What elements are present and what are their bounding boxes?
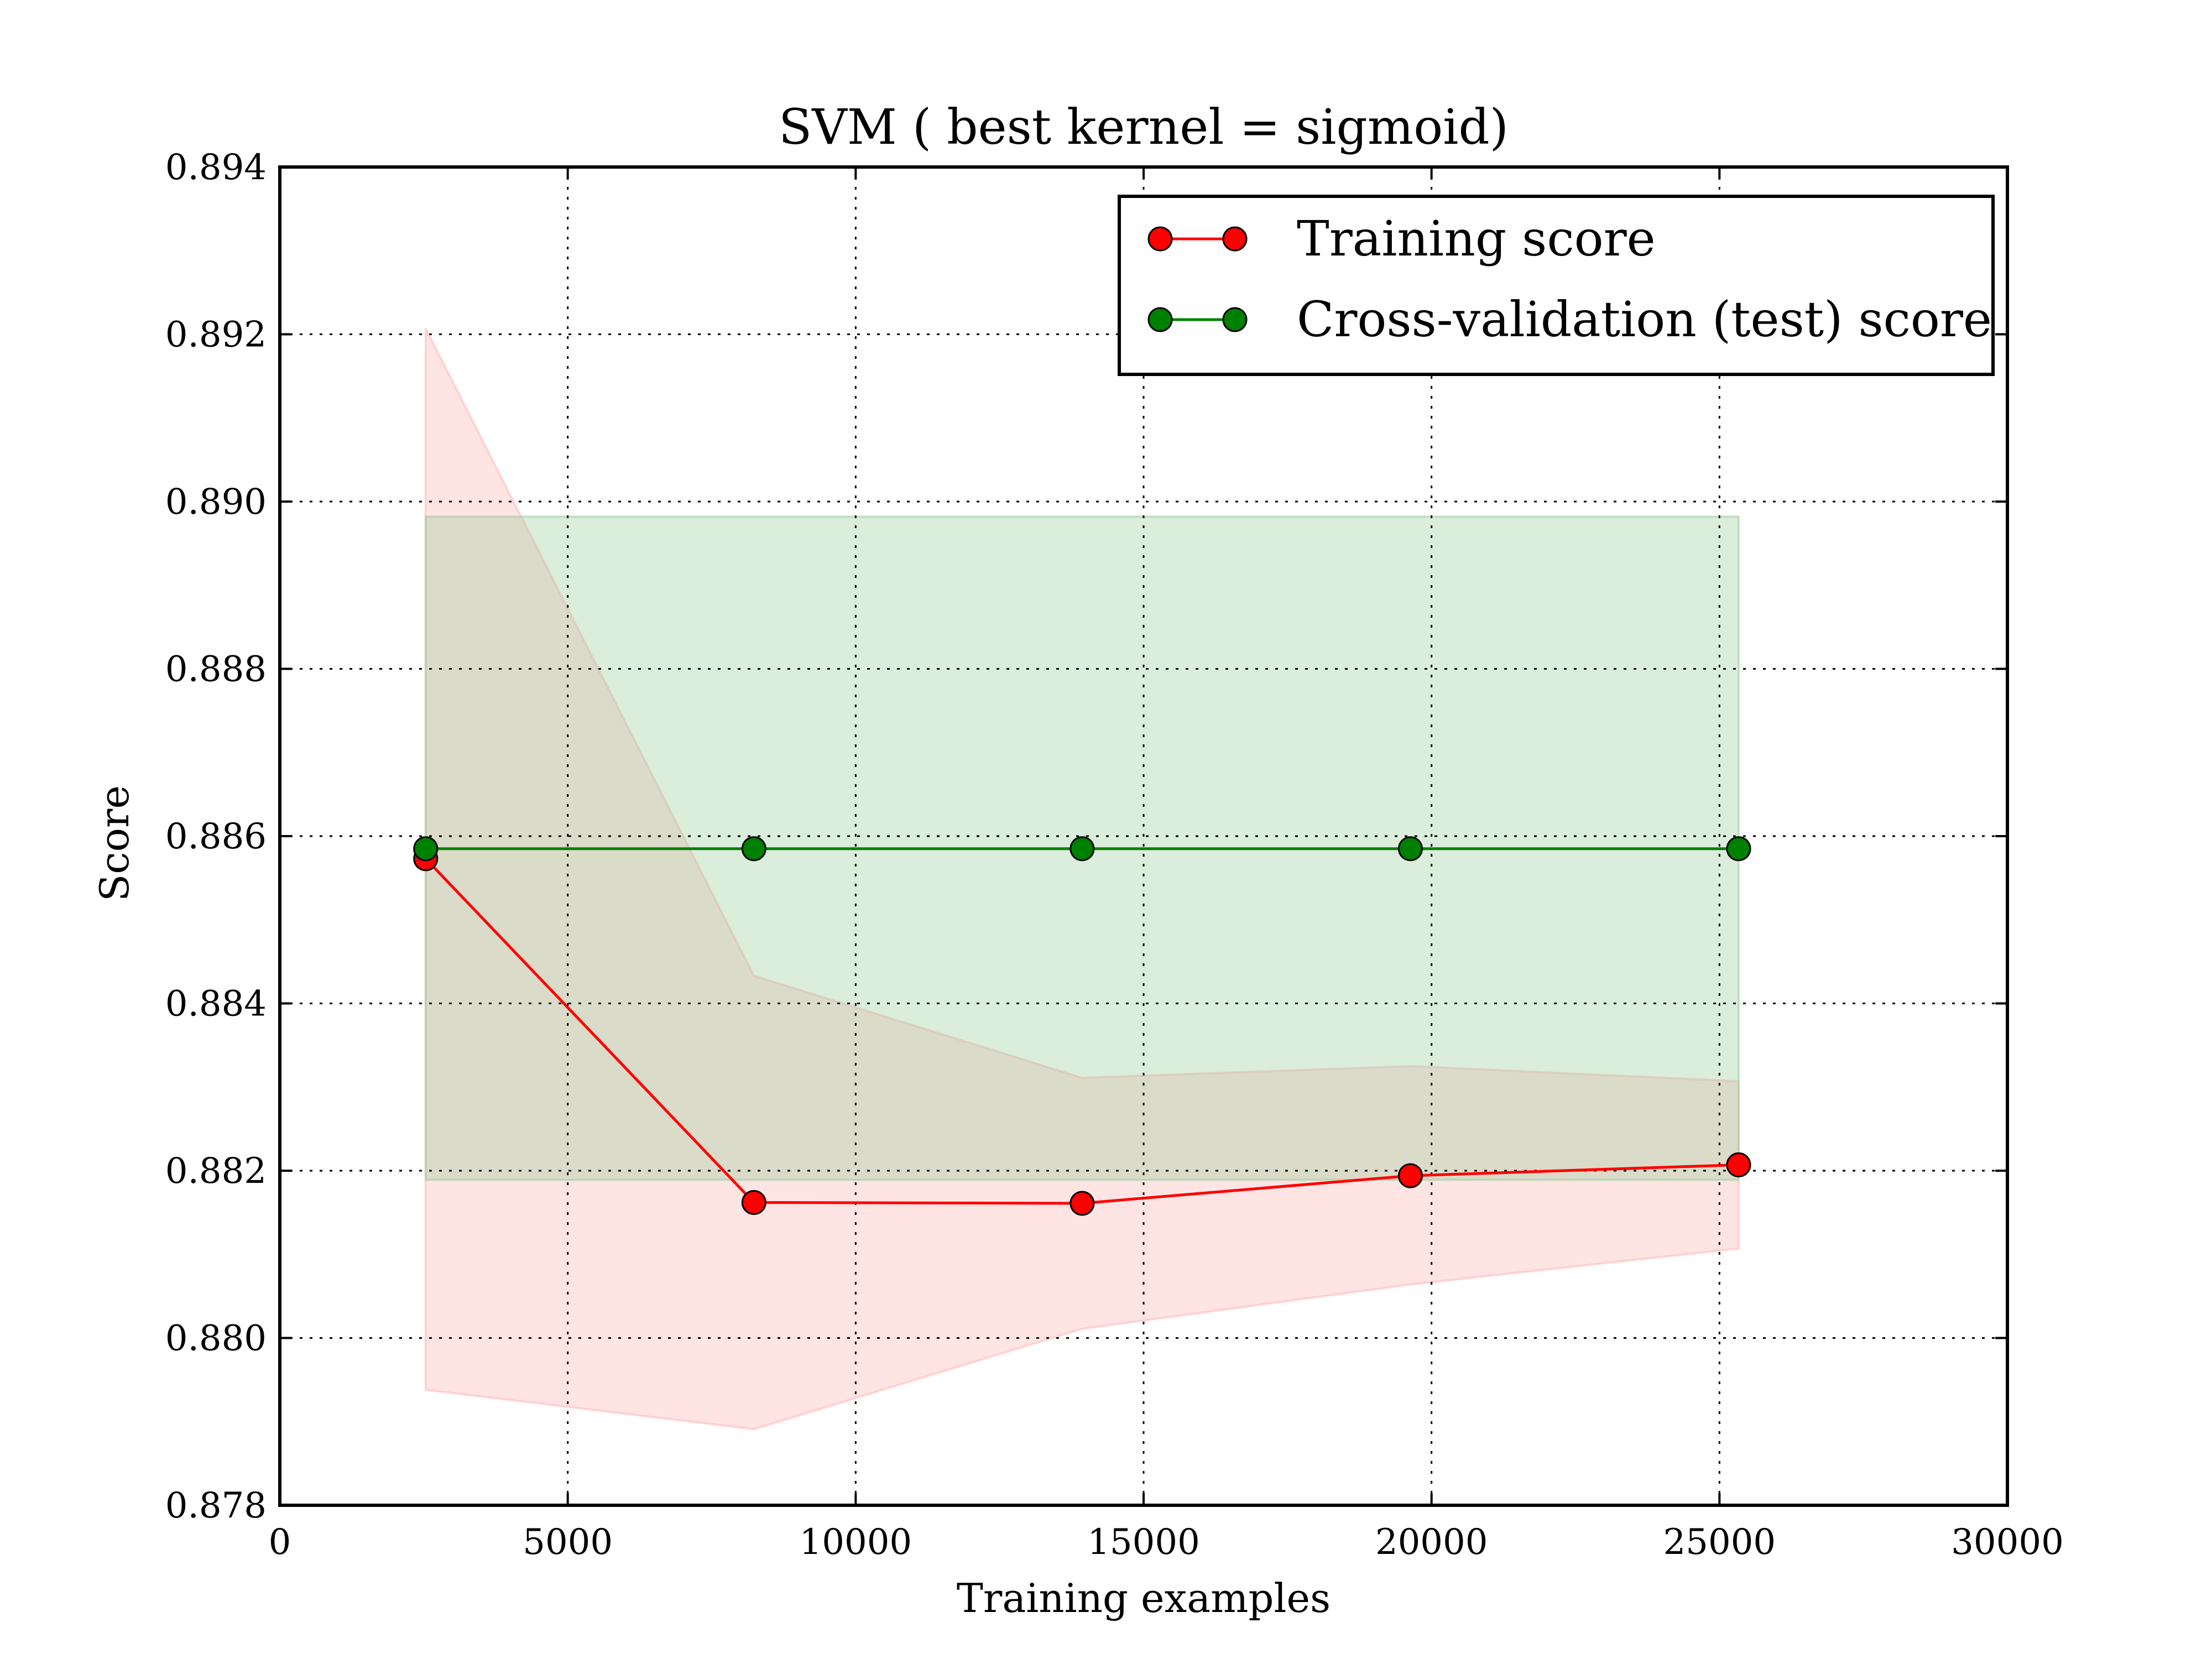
x-tick-label-5: 25000: [1663, 1522, 1776, 1563]
y-tick-label-8: 0.894: [165, 147, 267, 188]
point-series-1-4: [1726, 836, 1751, 862]
y-tick-label-7: 0.892: [165, 315, 267, 356]
y-tick-label-0: 0.878: [165, 1485, 267, 1526]
x-tick-label-4: 20000: [1375, 1522, 1488, 1563]
legend: Training score Cross-validation (test) s…: [1118, 195, 1995, 376]
point-series-1-1: [741, 836, 766, 862]
y-axis-label: Score: [91, 785, 138, 901]
x-tick-label-3: 15000: [1087, 1522, 1200, 1563]
x-axis-label: Training examples: [957, 1575, 1331, 1621]
point-series-1-2: [1070, 836, 1095, 862]
legend-cv-label: Cross-validation (test) score: [1297, 291, 1992, 348]
y-tick-label-4: 0.886: [165, 816, 267, 857]
y-tick-label-6: 0.890: [165, 482, 267, 523]
point-series-0-1: [741, 1190, 766, 1215]
x-tick-label-1: 5000: [523, 1522, 613, 1563]
point-series-1-0: [413, 836, 439, 862]
x-tick-label-2: 10000: [800, 1522, 912, 1563]
legend-box: [1118, 195, 1995, 376]
legend-training-marker-2: [1222, 226, 1248, 252]
point-series-1-3: [1397, 836, 1423, 862]
legend-training-marker-1: [1147, 226, 1173, 252]
y-tick-label-2: 0.882: [165, 1151, 267, 1192]
legend-cv-marker-1: [1147, 307, 1173, 332]
y-tick-label-1: 0.880: [165, 1318, 267, 1359]
point-series-0-2: [1070, 1191, 1095, 1216]
x-tick-label-0: 0: [269, 1522, 291, 1563]
legend-training-label: Training score: [1297, 210, 1656, 267]
plot-area: 0 5000 10000 15000 20000 25000 30000 0.878 0.880…: [165, 147, 2064, 1563]
chart-title: SVM ( best kernel = sigmoid): [779, 98, 1509, 155]
y-tick-label-5: 0.888: [165, 649, 267, 690]
legend-cv-marker-2: [1222, 307, 1248, 332]
y-tick-label-3: 0.884: [165, 984, 267, 1025]
point-series-0-4: [1726, 1152, 1751, 1177]
point-series-0-3: [1397, 1163, 1423, 1188]
x-tick-label-6: 30000: [1951, 1522, 2064, 1563]
band-series-0: [424, 328, 1740, 1431]
